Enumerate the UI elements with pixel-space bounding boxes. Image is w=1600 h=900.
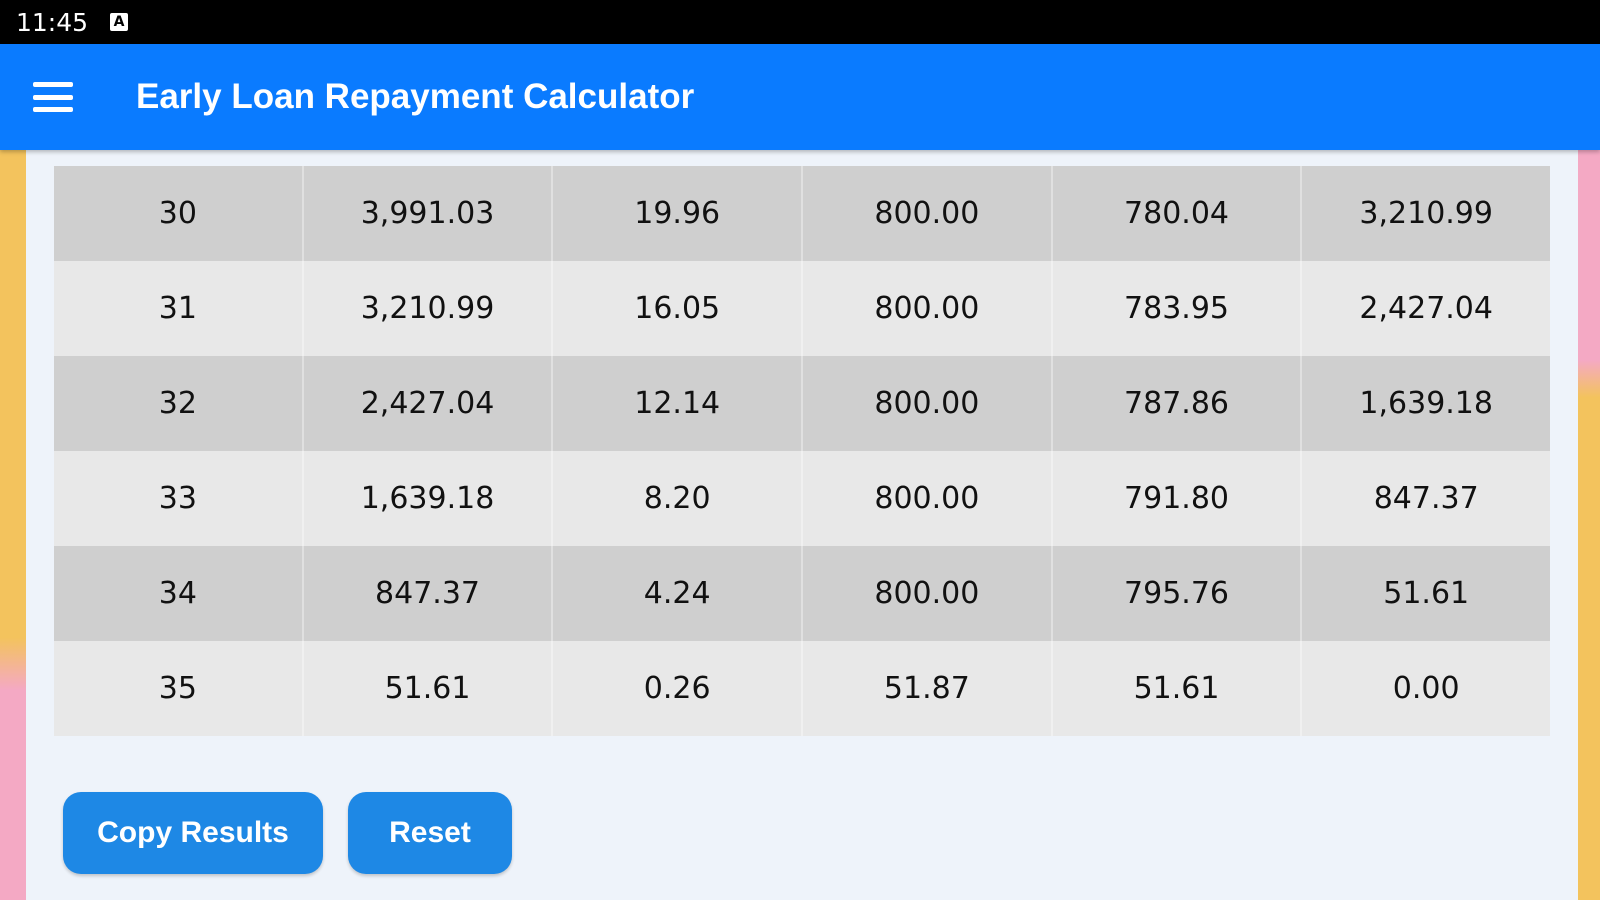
table-cell: 800.00 xyxy=(803,261,1053,356)
table-cell: 2,427.04 xyxy=(1359,291,1493,326)
table-cell: 3,210.99 xyxy=(304,261,554,356)
table-cell: 51.61 xyxy=(304,641,554,736)
table-cell: 8.20 xyxy=(553,451,804,546)
table-cell: 33 xyxy=(54,451,304,546)
reset-button[interactable]: Reset xyxy=(348,792,512,874)
table-cell: 791.80 xyxy=(1053,451,1303,546)
table-cell: 3,210.99 xyxy=(1359,196,1493,231)
table-cell: 51.87 xyxy=(803,641,1053,736)
amortization-table: 30 3,991.03 19.96 800.00 780.04 3,210.99… xyxy=(54,166,1550,736)
table-cell: 51.61 xyxy=(1383,576,1470,611)
table-cell: 0.26 xyxy=(553,641,804,736)
table-cell: 1,639.18 xyxy=(1359,386,1493,421)
table-cell: 0.00 xyxy=(1392,671,1460,706)
table-cell: 780.04 xyxy=(1053,166,1303,261)
table-cell: 32 xyxy=(54,356,304,451)
a-notification-icon: A xyxy=(110,13,129,31)
table-cell: 795.76 xyxy=(1053,546,1303,641)
results-card: 30 3,991.03 19.96 800.00 780.04 3,210.99… xyxy=(26,150,1578,900)
table-cell: 800.00 xyxy=(803,546,1053,641)
table-cell: 800.00 xyxy=(803,451,1053,546)
table-cell: 3,991.03 xyxy=(304,166,554,261)
table-cell: 30 xyxy=(54,166,304,261)
table-cell: 35 xyxy=(54,641,304,736)
table-cell: 2,427.04 xyxy=(304,356,554,451)
table-row: 31 3,210.99 16.05 800.00 783.95 2,427.04 xyxy=(54,261,1550,356)
hamburger-menu-icon[interactable] xyxy=(33,82,73,112)
app-bar: Early Loan Repayment Calculator xyxy=(0,44,1600,150)
table-row: 35 51.61 0.26 51.87 51.61 0.00 xyxy=(54,641,1550,736)
table-cell: 800.00 xyxy=(803,356,1053,451)
page-title: Early Loan Repayment Calculator xyxy=(136,77,695,116)
table-row: 34 847.37 4.24 800.00 795.76 51.61 xyxy=(54,546,1550,641)
table-cell: 31 xyxy=(54,261,304,356)
table-cell: 19.96 xyxy=(553,166,804,261)
status-bar: 11:45 A xyxy=(0,0,1600,44)
table-cell: 847.37 xyxy=(304,546,554,641)
table-cell: 847.37 xyxy=(1373,481,1479,516)
table-cell: 4.24 xyxy=(553,546,804,641)
table-row: 30 3,991.03 19.96 800.00 780.04 3,210.99 xyxy=(54,166,1550,261)
table-cell: 34 xyxy=(54,546,304,641)
table-cell: 1,639.18 xyxy=(304,451,554,546)
table-cell: 800.00 xyxy=(803,166,1053,261)
table-cell: 51.61 xyxy=(1053,641,1303,736)
table-row: 33 1,639.18 8.20 800.00 791.80 847.37 xyxy=(54,451,1550,546)
table-cell: 12.14 xyxy=(553,356,804,451)
table-cell: 787.86 xyxy=(1053,356,1303,451)
table-cell: 783.95 xyxy=(1053,261,1303,356)
table-cell: 16.05 xyxy=(553,261,804,356)
table-row: 32 2,427.04 12.14 800.00 787.86 1,639.18 xyxy=(54,356,1550,451)
copy-results-button[interactable]: Copy Results xyxy=(63,792,323,874)
status-time: 11:45 xyxy=(16,7,89,37)
